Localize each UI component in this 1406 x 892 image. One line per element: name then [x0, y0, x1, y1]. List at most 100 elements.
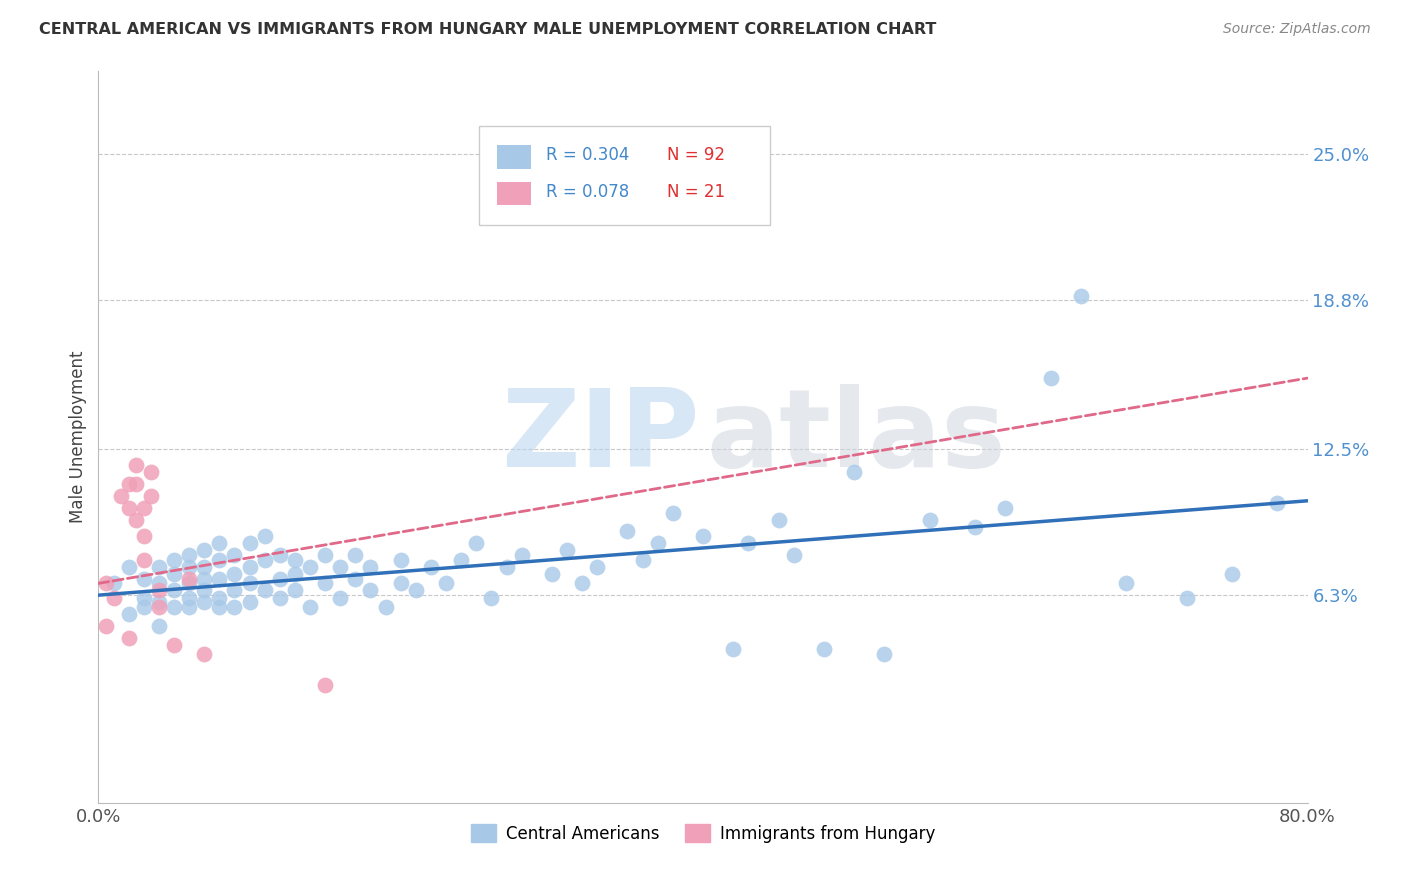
Point	[208, 599, 231, 614]
Point	[450, 553, 472, 567]
Text: N = 21: N = 21	[666, 183, 725, 201]
Point	[555, 543, 578, 558]
Point	[163, 638, 186, 652]
Point	[269, 591, 291, 605]
Point	[193, 647, 215, 661]
Point	[299, 559, 322, 574]
Point	[224, 583, 246, 598]
Point	[224, 599, 246, 614]
Point	[94, 619, 117, 633]
Point	[208, 591, 231, 605]
Point	[314, 678, 336, 692]
Point	[193, 583, 215, 598]
FancyBboxPatch shape	[479, 126, 769, 225]
Legend: Central Americans, Immigrants from Hungary: Central Americans, Immigrants from Hunga…	[464, 818, 942, 849]
Point	[481, 591, 503, 605]
Point	[737, 536, 759, 550]
Text: N = 92: N = 92	[666, 146, 724, 164]
Point	[389, 576, 412, 591]
Text: CENTRAL AMERICAN VS IMMIGRANTS FROM HUNGARY MALE UNEMPLOYMENT CORRELATION CHART: CENTRAL AMERICAN VS IMMIGRANTS FROM HUNG…	[39, 22, 936, 37]
Point	[148, 583, 170, 598]
Point	[616, 524, 638, 539]
Point	[1115, 576, 1137, 591]
Point	[148, 559, 170, 574]
FancyBboxPatch shape	[498, 182, 531, 205]
Point	[132, 591, 155, 605]
Point	[239, 536, 262, 550]
Point	[179, 548, 201, 562]
Point	[141, 489, 163, 503]
Point	[179, 559, 201, 574]
Point	[465, 536, 488, 550]
Point	[329, 591, 352, 605]
Point	[103, 591, 125, 605]
Point	[783, 548, 806, 562]
Point	[405, 583, 427, 598]
Y-axis label: Male Unemployment: Male Unemployment	[69, 351, 87, 524]
Point	[148, 619, 170, 633]
Point	[1175, 591, 1198, 605]
Point	[284, 583, 307, 598]
Point	[208, 572, 231, 586]
Point	[723, 642, 745, 657]
Point	[1039, 371, 1062, 385]
Point	[844, 466, 866, 480]
Point	[661, 506, 683, 520]
Point	[284, 566, 307, 581]
Point	[125, 477, 148, 491]
Point	[269, 572, 291, 586]
Point	[163, 599, 186, 614]
Point	[269, 548, 291, 562]
Point	[360, 559, 382, 574]
Point	[239, 576, 262, 591]
Point	[148, 576, 170, 591]
Point	[118, 607, 141, 621]
Point	[118, 477, 141, 491]
Text: Source: ZipAtlas.com: Source: ZipAtlas.com	[1223, 22, 1371, 37]
Point	[239, 595, 262, 609]
Point	[389, 553, 412, 567]
Point	[179, 576, 201, 591]
Point	[434, 576, 457, 591]
Point	[148, 595, 170, 609]
Point	[163, 553, 186, 567]
Point	[631, 553, 654, 567]
Point	[193, 559, 215, 574]
Point	[495, 559, 517, 574]
Point	[374, 599, 396, 614]
Point	[284, 553, 307, 567]
Point	[813, 642, 835, 657]
Point	[208, 553, 231, 567]
Point	[193, 595, 215, 609]
Point	[253, 553, 276, 567]
Point	[360, 583, 382, 598]
Point	[873, 647, 896, 661]
Point	[299, 599, 322, 614]
Point	[918, 513, 941, 527]
Point	[571, 576, 593, 591]
Point	[540, 566, 562, 581]
Point	[125, 513, 148, 527]
Point	[132, 500, 155, 515]
Text: R = 0.078: R = 0.078	[546, 183, 628, 201]
Point	[118, 500, 141, 515]
Point	[110, 489, 132, 503]
Point	[344, 572, 367, 586]
Point	[329, 559, 352, 574]
Point	[163, 566, 186, 581]
Point	[239, 559, 262, 574]
Point	[510, 548, 533, 562]
Point	[253, 583, 276, 598]
Point	[132, 529, 155, 543]
Point	[1070, 288, 1092, 302]
Point	[1267, 496, 1289, 510]
Text: R = 0.304: R = 0.304	[546, 146, 628, 164]
Point	[193, 572, 215, 586]
Point	[148, 599, 170, 614]
Point	[314, 548, 336, 562]
Point	[132, 599, 155, 614]
Point	[420, 559, 443, 574]
Point	[586, 559, 609, 574]
Point	[314, 576, 336, 591]
Point	[103, 576, 125, 591]
